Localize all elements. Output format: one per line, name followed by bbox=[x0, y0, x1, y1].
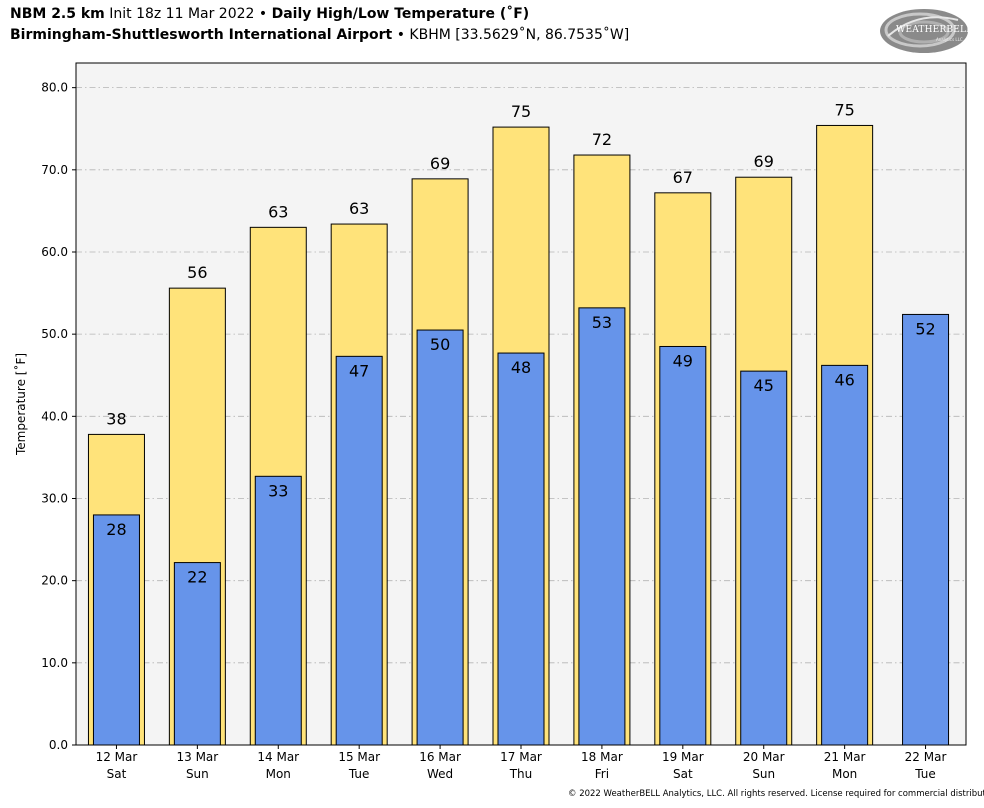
high-value-label: 75 bbox=[834, 100, 854, 119]
x-tick-day-label: Fri bbox=[595, 767, 609, 781]
low-bar bbox=[821, 364, 869, 746]
high-value-label: 63 bbox=[268, 202, 288, 221]
low-bar bbox=[740, 370, 788, 746]
plot-frame bbox=[75, 62, 967, 746]
x-tick-day-label: Tue bbox=[914, 767, 936, 781]
low-value-label: 28 bbox=[106, 520, 126, 539]
low-bar bbox=[92, 514, 140, 746]
low-bar bbox=[335, 355, 383, 746]
x-tick-date-label: 18 Mar bbox=[581, 750, 623, 764]
high-value-label: 75 bbox=[511, 102, 531, 121]
y-tick-label: 0.0 bbox=[49, 738, 68, 752]
y-tick-label: 10.0 bbox=[41, 656, 68, 670]
high-value-label: 72 bbox=[592, 130, 612, 149]
y-tick-label: 80.0 bbox=[41, 81, 68, 95]
x-tick-date-label: 19 Mar bbox=[662, 750, 704, 764]
high-value-label: 38 bbox=[106, 409, 126, 428]
x-tick-date-label: 12 Mar bbox=[96, 750, 138, 764]
product-name: Daily High/Low Temperature (˚F) bbox=[271, 6, 530, 22]
low-bar bbox=[497, 352, 545, 746]
low-value-label: 50 bbox=[430, 335, 450, 354]
low-bar bbox=[902, 313, 950, 746]
high-value-label: 67 bbox=[673, 168, 693, 187]
low-value-label: 52 bbox=[915, 319, 935, 338]
station-name: Birmingham-Shuttlesworth International A… bbox=[10, 27, 393, 43]
x-tick-day-label: Sun bbox=[752, 767, 775, 781]
low-bar bbox=[254, 475, 302, 746]
x-tick-date-label: 21 Mar bbox=[824, 750, 866, 764]
x-tick-day-label: Tue bbox=[348, 767, 370, 781]
low-value-label: 49 bbox=[673, 351, 693, 370]
low-value-label: 22 bbox=[187, 568, 207, 587]
logo-subtext: Analytics LLC bbox=[936, 37, 963, 42]
y-axis-ticks: 0.0 10.0 20.0 30.0 40.0 50.0 60.0 70.0 80.0 bbox=[41, 81, 76, 752]
logo-text: WEATHERBELL bbox=[896, 25, 973, 35]
x-tick-date-label: 17 Mar bbox=[500, 750, 542, 764]
low-bar bbox=[416, 329, 464, 746]
low-bar bbox=[173, 562, 221, 746]
y-tick-label: 50.0 bbox=[41, 327, 68, 341]
x-tick-day-label: Mon bbox=[266, 767, 291, 781]
y-tick-label: 30.0 bbox=[41, 491, 68, 505]
low-value-label: 33 bbox=[268, 481, 288, 500]
high-value-label: 56 bbox=[187, 263, 207, 282]
high-value-label: 69 bbox=[754, 152, 774, 171]
x-tick-date-label: 13 Mar bbox=[176, 750, 218, 764]
x-tick-date-label: 14 Mar bbox=[257, 750, 299, 764]
x-tick-day-label: Wed bbox=[427, 767, 453, 781]
x-axis-ticks: 12 Mar Sat 13 Mar Sun 14 Mar Mon 15 Mar Tue 16 M… bbox=[96, 745, 947, 781]
logo-swirl-icon bbox=[880, 9, 968, 53]
weatherbell-logo: WEATHERBELL Analytics LLC bbox=[878, 6, 973, 56]
station-id: KBHM [33.5629˚N, 86.7535˚W] bbox=[409, 27, 630, 43]
chart-title: NBM 2.5 km Init 18z 11 Mar 2022 • Daily … bbox=[10, 6, 529, 22]
y-tick-label: 40.0 bbox=[41, 409, 68, 423]
low-bar bbox=[659, 345, 707, 746]
low-value-label: 45 bbox=[754, 376, 774, 395]
data-labels: 38 28 56 22 63 33 63 47 69 50 75 48 72 53 67 49 69 45 75 46… bbox=[106, 100, 935, 586]
copyright-footer: © 2022 WeatherBELL Analytics, LLC. All r… bbox=[568, 789, 984, 799]
low-value-label: 48 bbox=[511, 358, 531, 377]
x-tick-day-label: Sat bbox=[673, 767, 693, 781]
subtitle-bullet: • bbox=[396, 27, 405, 43]
x-tick-date-label: 22 Mar bbox=[905, 750, 947, 764]
y-tick-label: 20.0 bbox=[41, 574, 68, 588]
init-time: Init 18z 11 Mar 2022 bbox=[109, 6, 255, 22]
x-tick-day-label: Thu bbox=[509, 767, 533, 781]
y-tick-label: 70.0 bbox=[41, 163, 68, 177]
x-tick-date-label: 20 Mar bbox=[743, 750, 785, 764]
high-value-label: 63 bbox=[349, 199, 369, 218]
x-tick-day-label: Mon bbox=[832, 767, 857, 781]
y-axis-label: Temperature [˚F] bbox=[13, 353, 28, 456]
low-value-label: 46 bbox=[834, 370, 854, 389]
chart-subtitle: Birmingham-Shuttlesworth International A… bbox=[10, 27, 629, 43]
model-name: NBM 2.5 km bbox=[10, 6, 105, 22]
x-tick-date-label: 15 Mar bbox=[338, 750, 380, 764]
title-bullet: • bbox=[258, 6, 268, 22]
x-tick-date-label: 16 Mar bbox=[419, 750, 461, 764]
high-value-label: 69 bbox=[430, 154, 450, 173]
low-value-label: 53 bbox=[592, 313, 612, 332]
x-tick-day-label: Sun bbox=[186, 767, 209, 781]
low-bars bbox=[92, 307, 950, 746]
low-value-label: 47 bbox=[349, 361, 369, 380]
low-bar bbox=[578, 307, 626, 746]
y-tick-label: 60.0 bbox=[41, 245, 68, 259]
x-tick-day-label: Sat bbox=[107, 767, 127, 781]
